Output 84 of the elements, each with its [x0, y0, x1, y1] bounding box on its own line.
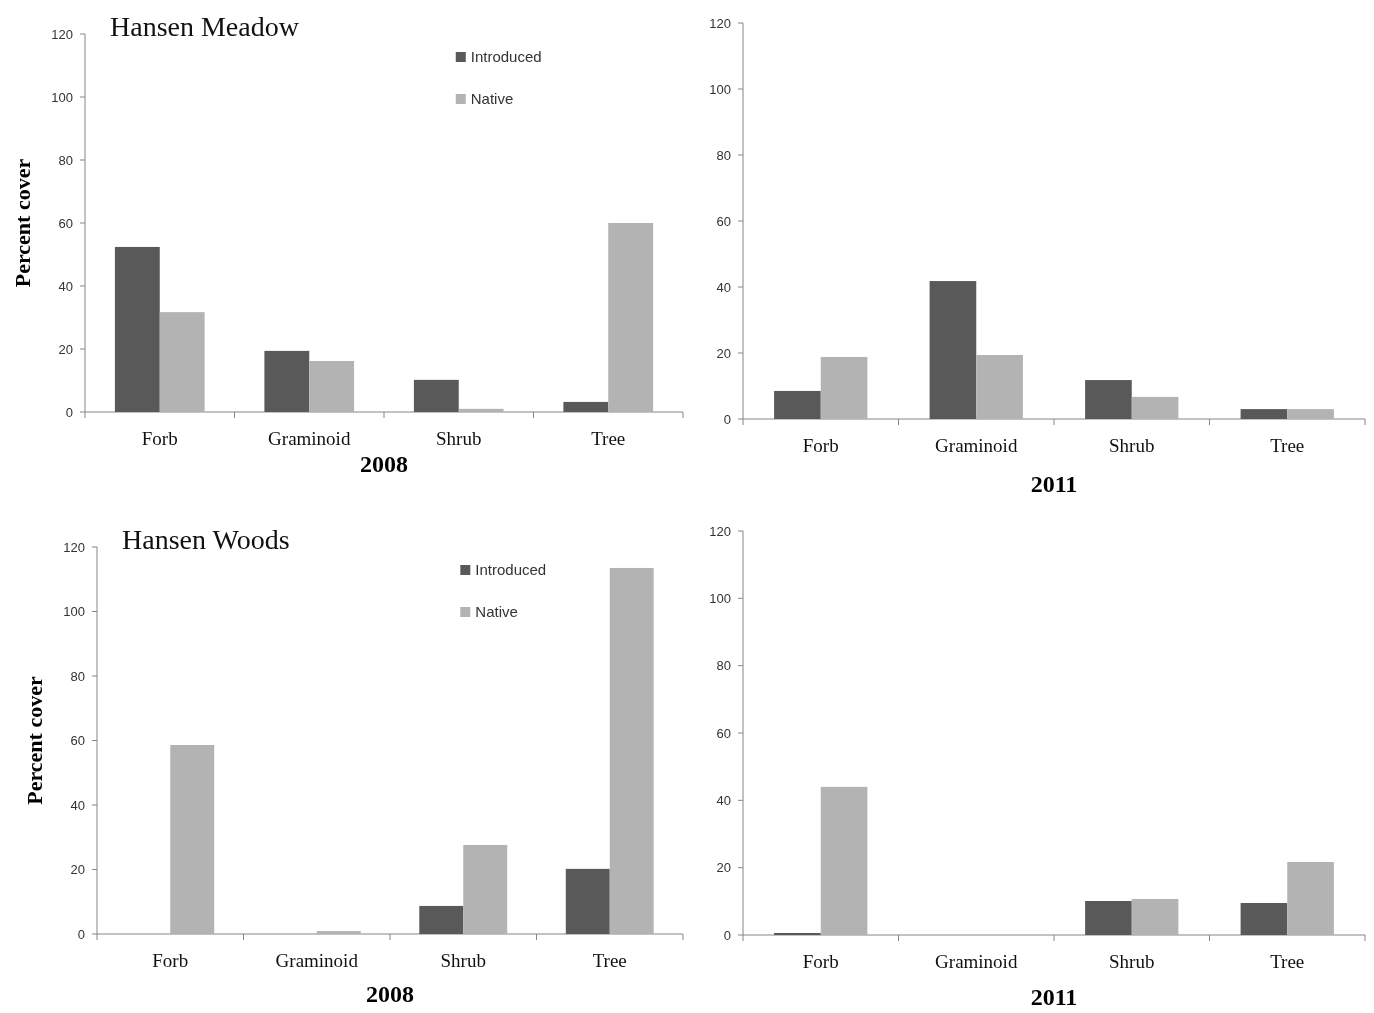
- x-tick-label: Forb: [152, 950, 189, 971]
- chart-title: Hansen Woods: [122, 524, 290, 555]
- chart-title: Hansen Meadow: [110, 11, 300, 42]
- x-tick-label: Graminoid: [275, 950, 359, 971]
- y-tick-label: 0: [723, 411, 731, 427]
- y-tick-label: 100: [63, 604, 85, 620]
- y-tick-label: 40: [70, 797, 85, 813]
- bar: [565, 868, 610, 934]
- x-tick-label: Shrub: [436, 428, 482, 449]
- x-tick-label: Tree: [1270, 951, 1305, 972]
- bar: [608, 223, 654, 412]
- bar: [419, 905, 464, 934]
- x-tick-label: Forb: [802, 435, 839, 456]
- x-tick-label: Graminoid: [935, 435, 1018, 456]
- x-axis-title: 2011: [1030, 984, 1078, 1010]
- y-tick-label: 100: [709, 590, 731, 606]
- x-tick-label: Graminoid: [268, 428, 351, 449]
- bar: [609, 567, 654, 934]
- legend-label: Introduced: [470, 48, 542, 66]
- bar: [1131, 898, 1179, 935]
- y-tick-label: 40: [716, 792, 731, 808]
- y-tick-label: 100: [51, 89, 73, 105]
- y-tick-label: 20: [58, 341, 73, 357]
- x-axis-title: 2011: [1030, 471, 1078, 497]
- y-tick-label: 40: [58, 278, 73, 294]
- bar: [264, 350, 310, 412]
- x-tick-label: Tree: [591, 428, 626, 449]
- bar: [316, 931, 361, 934]
- y-tick-label: 20: [716, 345, 731, 361]
- y-tick-label: 80: [70, 668, 85, 684]
- bar: [1131, 396, 1179, 419]
- bar: [1085, 901, 1132, 935]
- y-tick-label: 120: [709, 15, 731, 31]
- bar: [774, 932, 821, 935]
- y-tick-label: 0: [65, 404, 73, 420]
- x-tick-label: Forb: [802, 951, 839, 972]
- bar: [563, 401, 609, 412]
- y-tick-label: 120: [709, 523, 731, 539]
- bar: [1240, 409, 1288, 419]
- bar: [1287, 409, 1334, 419]
- x-axis-title: 2008: [366, 981, 414, 1007]
- bar: [413, 379, 459, 412]
- y-tick-label: 80: [58, 152, 73, 168]
- y-tick-label: 20: [70, 862, 85, 878]
- y-axis-title: Percent cover: [10, 158, 35, 288]
- legend-label: Introduced: [475, 561, 547, 579]
- bar: [1287, 861, 1334, 935]
- bar: [820, 786, 868, 935]
- y-tick-label: 80: [716, 658, 731, 674]
- y-tick-label: 100: [709, 81, 731, 97]
- bar: [1240, 903, 1288, 935]
- bar: [159, 312, 205, 412]
- y-tick-label: 60: [716, 213, 731, 229]
- bar: [463, 844, 508, 934]
- bar: [170, 745, 215, 934]
- y-tick-label: 60: [70, 733, 85, 749]
- x-axis-title: 2008: [360, 451, 408, 477]
- y-tick-label: 0: [723, 927, 731, 943]
- y-tick-label: 60: [716, 725, 731, 741]
- y-tick-label: 20: [716, 860, 731, 876]
- legend-label: Native: [470, 90, 514, 108]
- bar: [820, 356, 868, 419]
- y-axis-title: Percent cover: [22, 676, 47, 805]
- bar: [1085, 380, 1132, 419]
- x-tick-label: Tree: [1270, 435, 1305, 456]
- bar: [114, 246, 160, 412]
- x-tick-label: Graminoid: [935, 951, 1018, 972]
- bar: [458, 408, 504, 412]
- x-tick-label: Shrub: [1109, 951, 1155, 972]
- x-tick-label: Forb: [141, 428, 178, 449]
- y-tick-label: 0: [77, 926, 85, 942]
- bar: [976, 354, 1023, 419]
- y-tick-label: 120: [63, 539, 85, 555]
- x-tick-label: Shrub: [1109, 435, 1155, 456]
- x-tick-label: Shrub: [440, 950, 486, 971]
- y-tick-label: 40: [716, 279, 731, 295]
- y-tick-label: 80: [716, 147, 731, 163]
- bar: [774, 390, 821, 419]
- legend-label: Native: [475, 603, 518, 621]
- y-tick-label: 120: [51, 26, 73, 42]
- bar: [929, 281, 977, 419]
- y-tick-label: 60: [58, 215, 73, 231]
- x-tick-label: Tree: [592, 950, 627, 971]
- bar: [309, 360, 355, 412]
